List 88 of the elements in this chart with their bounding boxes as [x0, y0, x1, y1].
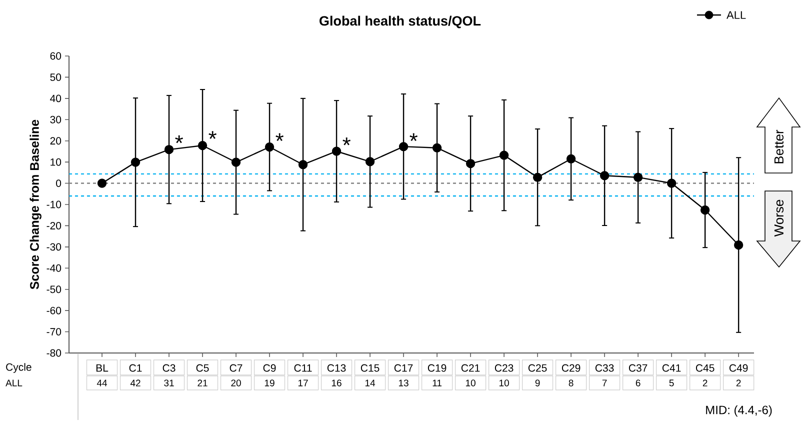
- text: 44: [96, 380, 108, 386]
- text: 6: [636, 380, 640, 386]
- point: [633, 172, 643, 182]
- y-tick-label: 60: [50, 52, 62, 60]
- point: [600, 171, 610, 180]
- text: MID: (4.4,-6): [706, 405, 772, 417]
- x-tick-label: BL: [96, 364, 108, 372]
- point: [466, 158, 476, 168]
- y-tick-label: 30: [50, 116, 62, 124]
- y-tick-label: -20: [46, 222, 62, 230]
- y-tick-label: 20: [50, 137, 62, 145]
- text: Worse: [774, 200, 784, 237]
- text: 2: [736, 380, 741, 386]
- y-tick-label: -60: [46, 306, 62, 314]
- text: 17: [298, 380, 308, 386]
- point: [264, 142, 274, 152]
- text: Better: [774, 130, 784, 164]
- x-tick-label: C1: [129, 364, 142, 372]
- point: [164, 144, 174, 154]
- text: ALL: [6, 380, 22, 386]
- text: 14: [365, 380, 376, 386]
- x-tick-label: C19: [428, 364, 446, 372]
- y-tick-label: -50: [46, 286, 62, 294]
- y-tick-label: -40: [46, 264, 62, 272]
- legend-label: ALL: [726, 11, 746, 19]
- x-tick-label: C9: [263, 364, 276, 372]
- x-tick-label: C45: [696, 364, 714, 372]
- text: 11: [432, 380, 442, 386]
- x-tick-label: C3: [162, 364, 176, 372]
- annotation: *: [208, 131, 217, 139]
- x-tick-label: C23: [494, 364, 514, 372]
- point: [198, 140, 208, 150]
- x-tick-label: C15: [360, 364, 380, 372]
- text: 10: [466, 380, 476, 386]
- text: 9: [535, 380, 540, 386]
- y-tick-label: -70: [46, 328, 62, 336]
- x-tick-label: C13: [327, 364, 346, 372]
- point: [332, 146, 342, 156]
- y-axis-title: Score Change from Baseline: [30, 120, 42, 290]
- point: [97, 178, 107, 188]
- annotation: *: [175, 135, 184, 144]
- text: 13: [398, 380, 408, 386]
- point: [700, 205, 710, 215]
- text: 19: [264, 380, 274, 386]
- x-tick-label: C41: [662, 364, 681, 372]
- point: [231, 158, 241, 167]
- x-tick-label: C25: [528, 364, 547, 372]
- text: 20: [231, 380, 241, 386]
- annotation: *: [410, 133, 418, 141]
- text: 8: [568, 380, 574, 386]
- point: [499, 150, 509, 160]
- y-tick-label: -80: [46, 349, 62, 357]
- point: [298, 160, 308, 170]
- text: 42: [130, 380, 140, 386]
- point: [566, 154, 576, 164]
- y-tick-label: 50: [50, 73, 62, 81]
- text: 21: [198, 380, 208, 386]
- x-tick-label: C11: [294, 364, 312, 372]
- y-tick-label: -30: [46, 243, 62, 251]
- point: [432, 143, 442, 152]
- text: 16: [332, 380, 342, 386]
- text: 2: [702, 380, 708, 386]
- text: 10: [499, 380, 509, 386]
- chart-title: Global health status/QOL: [320, 16, 481, 28]
- annotation: *: [276, 133, 284, 141]
- x-tick-label: C37: [628, 364, 648, 372]
- x-axis-title: Cycle: [6, 363, 32, 373]
- x-tick-label: C29: [562, 364, 580, 372]
- y-tick-label: 10: [50, 158, 62, 166]
- x-tick-label: C21: [461, 364, 480, 372]
- text: 7: [602, 380, 607, 386]
- x-tick-label: C49: [729, 364, 748, 372]
- point: [130, 158, 140, 167]
- point: [398, 142, 408, 152]
- point: [734, 240, 744, 250]
- y-tick-label: -10: [46, 200, 62, 208]
- y-tick-label: 40: [50, 94, 62, 102]
- point: [365, 157, 375, 166]
- x-tick-label: C17: [394, 364, 413, 372]
- point: [666, 178, 676, 188]
- point: [532, 172, 542, 182]
- x-tick-label: C5: [196, 364, 209, 372]
- x-tick-label: C7: [230, 364, 242, 372]
- annotation: *: [342, 138, 351, 146]
- text: 31: [164, 380, 174, 386]
- x-tick-label: C33: [595, 364, 614, 372]
- y-tick-label: 0: [56, 180, 62, 187]
- text: 5: [669, 380, 674, 386]
